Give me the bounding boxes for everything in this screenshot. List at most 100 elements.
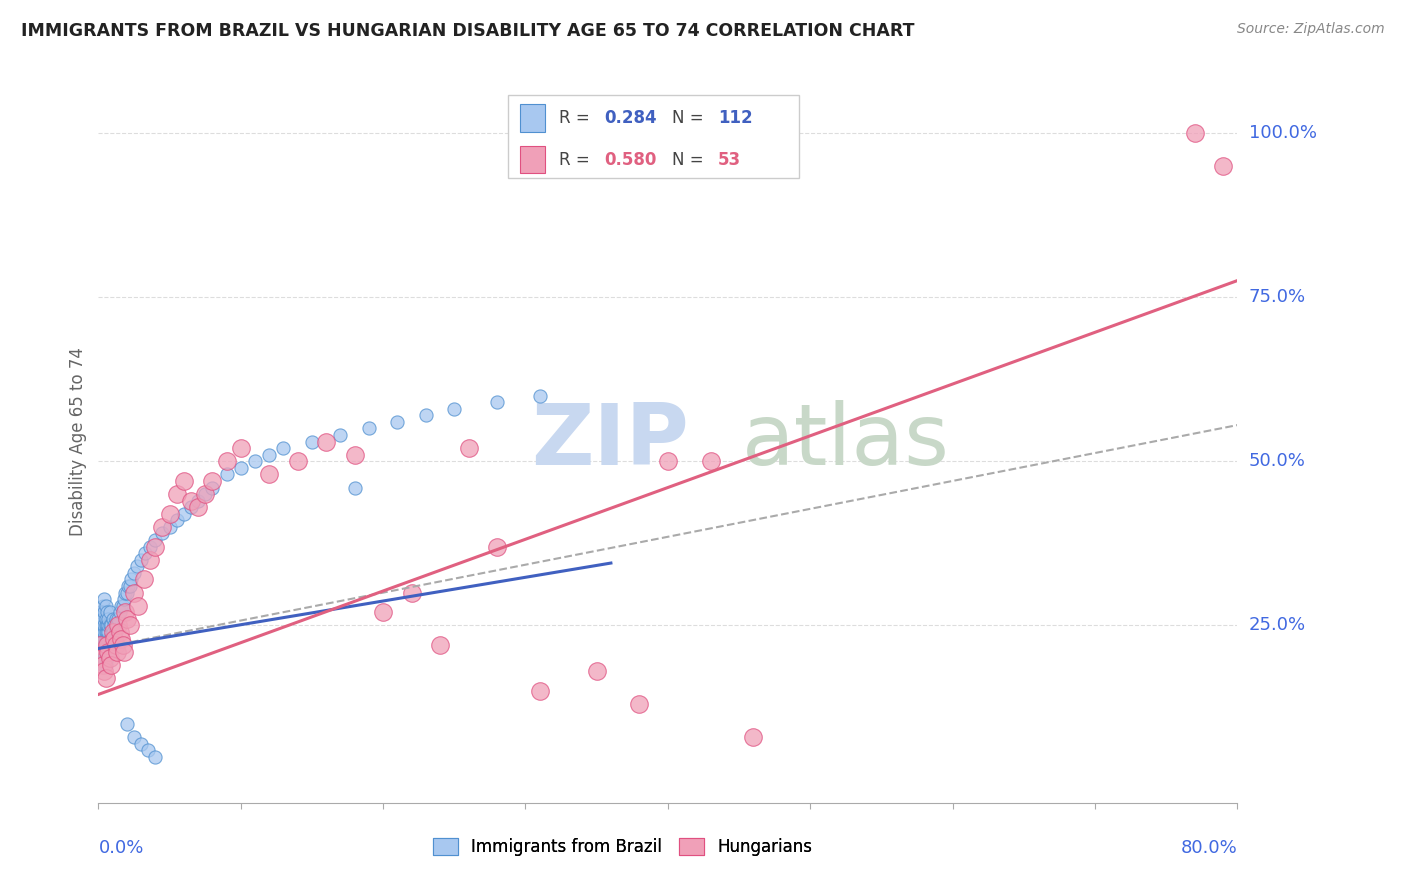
Text: 80.0%: 80.0% xyxy=(1181,838,1237,857)
Point xyxy=(90,638,112,652)
Point xyxy=(134,546,156,560)
Point xyxy=(194,487,217,501)
Point xyxy=(96,625,118,640)
Point xyxy=(136,743,159,757)
Point xyxy=(138,540,160,554)
Point xyxy=(118,579,141,593)
Point xyxy=(1212,159,1234,173)
Point xyxy=(94,618,117,632)
Point xyxy=(93,618,115,632)
Point xyxy=(101,625,124,640)
Point xyxy=(96,638,118,652)
Text: R =: R = xyxy=(558,151,595,169)
Point xyxy=(301,434,323,449)
Legend: Immigrants from Brazil, Hungarians: Immigrants from Brazil, Hungarians xyxy=(426,831,818,863)
Text: 112: 112 xyxy=(718,109,752,127)
Point xyxy=(110,632,132,646)
Point xyxy=(166,513,188,527)
Bar xyxy=(520,145,546,173)
Point xyxy=(91,618,114,632)
Point xyxy=(127,599,149,613)
Point xyxy=(97,618,120,632)
Point xyxy=(90,632,112,646)
Bar xyxy=(520,104,546,132)
Point xyxy=(132,573,155,587)
Point xyxy=(104,638,127,652)
Point xyxy=(100,657,122,672)
Point xyxy=(93,645,115,659)
Point xyxy=(94,651,117,665)
Point xyxy=(401,585,423,599)
Point xyxy=(180,500,202,515)
Point xyxy=(97,612,120,626)
Point xyxy=(91,638,114,652)
Point xyxy=(93,638,115,652)
Point xyxy=(115,612,138,626)
Point xyxy=(97,638,120,652)
Point xyxy=(93,657,115,672)
Text: ZIP: ZIP xyxy=(531,400,689,483)
Point xyxy=(89,632,111,646)
Point xyxy=(657,454,679,468)
Point xyxy=(98,651,121,665)
Point xyxy=(125,559,148,574)
Text: 0.284: 0.284 xyxy=(605,109,657,127)
Point xyxy=(129,553,152,567)
Point xyxy=(529,684,551,698)
Point xyxy=(628,698,651,712)
Text: N =: N = xyxy=(672,151,709,169)
Point xyxy=(103,632,125,646)
Text: R =: R = xyxy=(558,109,595,127)
Point xyxy=(529,388,551,402)
Point xyxy=(173,507,195,521)
Point xyxy=(89,605,111,619)
Point xyxy=(152,520,174,534)
Point xyxy=(180,493,202,508)
Point xyxy=(415,409,437,423)
Point xyxy=(115,717,138,731)
Point xyxy=(94,632,117,646)
Point xyxy=(89,638,111,652)
Point xyxy=(107,618,129,632)
Point xyxy=(91,657,114,672)
Point xyxy=(107,612,129,626)
Point xyxy=(89,625,111,640)
Y-axis label: Disability Age 65 to 74: Disability Age 65 to 74 xyxy=(69,347,87,536)
Point xyxy=(357,421,380,435)
Point xyxy=(91,657,114,672)
Point xyxy=(94,612,117,626)
Point xyxy=(93,625,115,640)
Point xyxy=(101,612,124,626)
Point xyxy=(152,526,174,541)
Point xyxy=(98,605,121,619)
Point xyxy=(96,651,118,665)
Text: atlas: atlas xyxy=(742,400,950,483)
Point xyxy=(98,618,121,632)
Point xyxy=(94,645,117,659)
Point xyxy=(122,730,145,744)
Point xyxy=(215,454,238,468)
Text: Source: ZipAtlas.com: Source: ZipAtlas.com xyxy=(1237,22,1385,37)
Point xyxy=(98,638,121,652)
Point xyxy=(103,632,125,646)
Point xyxy=(110,599,132,613)
Point xyxy=(129,737,152,751)
Point xyxy=(96,632,118,646)
Point xyxy=(114,585,136,599)
Point xyxy=(91,632,114,646)
Point xyxy=(89,638,111,652)
Point xyxy=(100,618,122,632)
Point xyxy=(315,434,337,449)
Text: 100.0%: 100.0% xyxy=(1249,124,1316,142)
Point xyxy=(94,599,117,613)
Point xyxy=(90,612,112,626)
Point xyxy=(443,401,465,416)
Point xyxy=(96,638,118,652)
Point xyxy=(122,585,145,599)
Point xyxy=(105,645,128,659)
Point xyxy=(108,625,131,640)
Point xyxy=(90,651,112,665)
Text: 25.0%: 25.0% xyxy=(1249,616,1306,634)
Point xyxy=(94,657,117,672)
Point xyxy=(91,651,114,665)
